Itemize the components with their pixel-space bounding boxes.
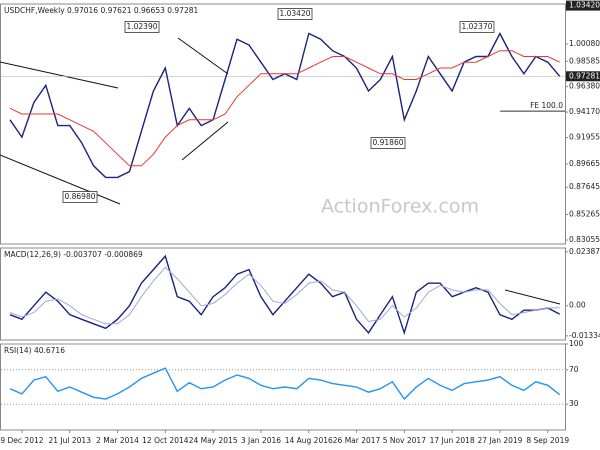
fe-label: FE 100.0: [530, 101, 563, 110]
annotation-box: [277, 8, 313, 20]
x-tick-label: 24 May 2015: [189, 436, 238, 445]
y-tick-label: 0.98585: [569, 56, 600, 65]
y-tick-label: 70: [569, 365, 579, 374]
x-tick-label: 14 Aug 2016: [285, 436, 333, 445]
price-marker: [566, 71, 600, 82]
annotation-label: 1.02370: [461, 22, 492, 31]
y-tick-label: 0.96380: [569, 82, 600, 91]
x-tick-label: 26 Mar 2017: [333, 436, 381, 445]
y-tick-label: 0.85265: [569, 210, 600, 219]
annotation-label: 1.03420: [279, 9, 310, 18]
trend-line: [181, 121, 229, 161]
annotation-box: [124, 21, 160, 33]
annotation-label: 0.91860: [372, 138, 403, 147]
x-tick-label: 5 Nov 2017: [383, 436, 426, 445]
price-panel: [0, 3, 566, 245]
watermark: ActionForex.com: [321, 196, 479, 218]
x-tick-label: 21 Jul 2013: [49, 436, 92, 445]
x-tick-label: 8 Sep 2019: [526, 436, 569, 445]
price-marker-label: 0.97281: [569, 71, 600, 80]
series-line: [9, 50, 560, 167]
y-tick-label: 0.89665: [569, 159, 600, 168]
trend-line: [177, 37, 229, 75]
panel-title: RSI(14) 40.6716: [4, 346, 65, 355]
annotation-box: [370, 137, 406, 149]
series-line: [9, 266, 560, 325]
y-tick-label: 30: [569, 399, 579, 408]
annotation-label: 0.86980: [64, 192, 95, 201]
macd-panel: [0, 247, 566, 341]
y-tick-label: 1.00080: [569, 39, 600, 48]
series-line: [9, 367, 561, 401]
x-tick-label: 27 Jan 2019: [477, 436, 522, 445]
y-tick-label: 0.91955: [569, 133, 600, 142]
price-marker: [566, 0, 600, 11]
x-tick-label: 12 Oct 2014: [142, 436, 189, 445]
x-tick-label: 9 Dec 2012: [0, 436, 43, 445]
y-tick-label: -0.013346: [569, 331, 600, 340]
x-tick-label: 17 Jun 2018: [430, 436, 475, 445]
y-tick-label: 100: [569, 339, 584, 348]
panel-title: MACD(12,26,9) -0.003707 -0.000869: [4, 250, 143, 259]
annotation-box: [62, 191, 98, 203]
y-tick-label: 0.87645: [569, 182, 600, 191]
y-tick-label: 0.83055: [569, 235, 600, 244]
panel-title: USDCHF,Weekly 0.97016 0.97621 0.96653 0.…: [4, 6, 198, 15]
series-line: [9, 254, 561, 336]
annotation-label: 1.02390: [126, 22, 157, 31]
x-tick-label: 3 Jan 2016: [241, 436, 281, 445]
y-tick-label: 0.023873: [569, 247, 600, 256]
price-marker-label: 1.03420: [569, 1, 600, 10]
trend-line: [0, 61, 119, 89]
x-tick-label: 2 Mar 2014: [96, 436, 139, 445]
y-tick-label: 0.00: [569, 301, 586, 310]
y-tick-label: 0.94170: [569, 107, 600, 116]
annotation-box: [459, 21, 495, 33]
trend-line: [504, 289, 561, 305]
trend-line: [0, 154, 121, 205]
